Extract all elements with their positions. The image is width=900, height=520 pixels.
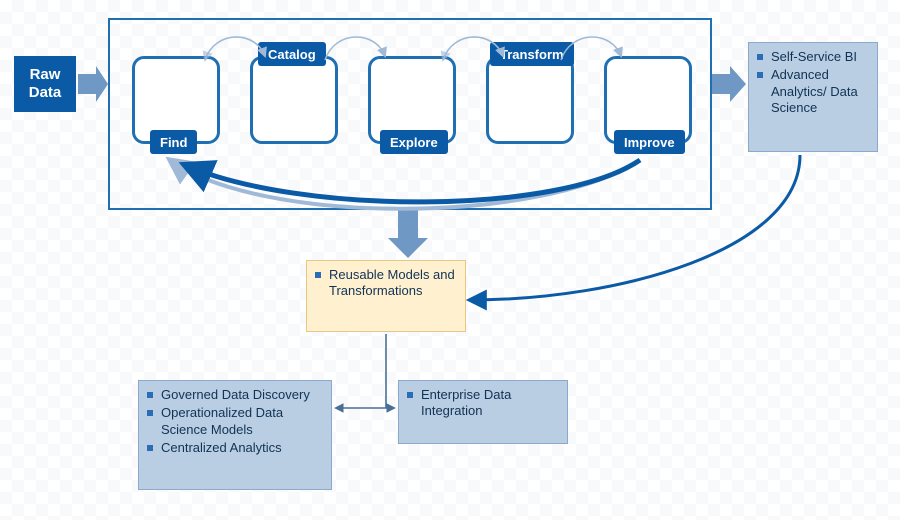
raw-data-box: Raw Data (14, 56, 76, 112)
diagram-stage: Raw Data Find Catalog Explore Transform … (0, 0, 900, 520)
output-list: Self-Service BI Advanced Analytics/ Data… (757, 49, 871, 116)
reusable-item-text: Reusable Models and Transformations (329, 267, 455, 298)
list-item: Enterprise Data Integration (407, 387, 559, 420)
list-item: Centralized Analytics (147, 440, 323, 456)
list-item-text: Governed Data Discovery (161, 387, 310, 402)
step-label-catalog: Catalog (258, 42, 326, 66)
enterprise-box: Enterprise Data Integration (398, 380, 568, 444)
output-item-text: Advanced Analytics/ Data Science (771, 67, 858, 115)
list-item: Governed Data Discovery (147, 387, 323, 403)
output-item: Advanced Analytics/ Data Science (757, 67, 871, 116)
list-item: Operationalized Data Science Models (147, 405, 323, 438)
step-label-text: Catalog (268, 47, 316, 62)
step-label-text: Find (160, 135, 187, 150)
governed-box: Governed Data Discovery Operationalized … (138, 380, 332, 490)
block-arrow-pipeline-to-outputs (712, 66, 746, 102)
output-box: Self-Service BI Advanced Analytics/ Data… (748, 42, 878, 152)
reusable-item: Reusable Models and Transformations (315, 267, 457, 300)
block-arrow-pipeline-to-reusable (388, 210, 428, 258)
step-label-text: Explore (390, 135, 438, 150)
list-item-text: Operationalized Data Science Models (161, 405, 283, 436)
step-square-4 (486, 56, 574, 144)
connector-lines (336, 334, 394, 408)
governed-list: Governed Data Discovery Operationalized … (147, 387, 323, 456)
step-label-text: Transform (500, 47, 564, 62)
block-arrow-raw-to-pipeline (78, 66, 108, 102)
enterprise-list: Enterprise Data Integration (407, 387, 559, 420)
reusable-list: Reusable Models and Transformations (315, 267, 457, 300)
step-label-find: Find (150, 130, 197, 154)
list-item-text: Enterprise Data Integration (421, 387, 511, 418)
step-square-2 (250, 56, 338, 144)
output-item-text: Self-Service BI (771, 49, 857, 64)
reusable-box: Reusable Models and Transformations (306, 260, 466, 332)
step-label-explore: Explore (380, 130, 448, 154)
step-label-text: Improve (624, 135, 675, 150)
output-item: Self-Service BI (757, 49, 871, 65)
step-label-improve: Improve (614, 130, 685, 154)
step-label-transform: Transform (490, 42, 574, 66)
raw-data-label: Raw Data (29, 66, 62, 102)
list-item-text: Centralized Analytics (161, 440, 282, 455)
